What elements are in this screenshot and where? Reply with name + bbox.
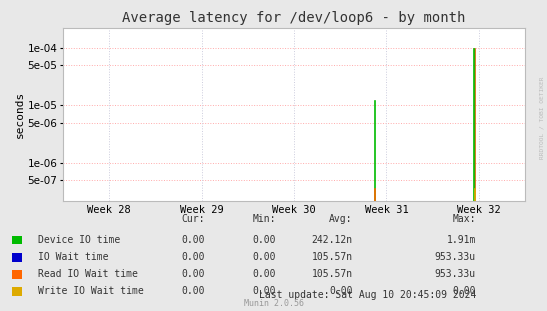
Text: Write IO Wait time: Write IO Wait time	[38, 286, 144, 296]
Text: 242.12n: 242.12n	[312, 235, 353, 245]
Y-axis label: seconds: seconds	[15, 91, 25, 138]
Text: 105.57n: 105.57n	[312, 252, 353, 262]
Text: 953.33u: 953.33u	[435, 269, 476, 279]
Text: 0.00: 0.00	[253, 235, 276, 245]
Text: 0.00: 0.00	[182, 252, 205, 262]
Text: 1.91m: 1.91m	[446, 235, 476, 245]
Text: Min:: Min:	[253, 214, 276, 224]
Text: 953.33u: 953.33u	[435, 252, 476, 262]
Text: IO Wait time: IO Wait time	[38, 252, 109, 262]
Text: 0.00: 0.00	[182, 286, 205, 296]
Text: Max:: Max:	[452, 214, 476, 224]
Text: Last update: Sat Aug 10 20:45:09 2024: Last update: Sat Aug 10 20:45:09 2024	[259, 290, 476, 299]
Text: Avg:: Avg:	[329, 214, 353, 224]
Text: 0.00: 0.00	[253, 286, 276, 296]
Text: 0.00: 0.00	[253, 252, 276, 262]
Text: Cur:: Cur:	[182, 214, 205, 224]
Title: Average latency for /dev/loop6 - by month: Average latency for /dev/loop6 - by mont…	[123, 12, 465, 26]
Text: 105.57n: 105.57n	[312, 269, 353, 279]
Text: Device IO time: Device IO time	[38, 235, 120, 245]
Text: Read IO Wait time: Read IO Wait time	[38, 269, 138, 279]
Text: Munin 2.0.56: Munin 2.0.56	[243, 299, 304, 308]
Text: 0.00: 0.00	[182, 269, 205, 279]
Text: 0.00: 0.00	[182, 235, 205, 245]
Text: 0.00: 0.00	[329, 286, 353, 296]
Text: 0.00: 0.00	[253, 269, 276, 279]
Text: RRDTOOL / TOBI OETIKER: RRDTOOL / TOBI OETIKER	[539, 77, 544, 160]
Text: 0.00: 0.00	[452, 286, 476, 296]
